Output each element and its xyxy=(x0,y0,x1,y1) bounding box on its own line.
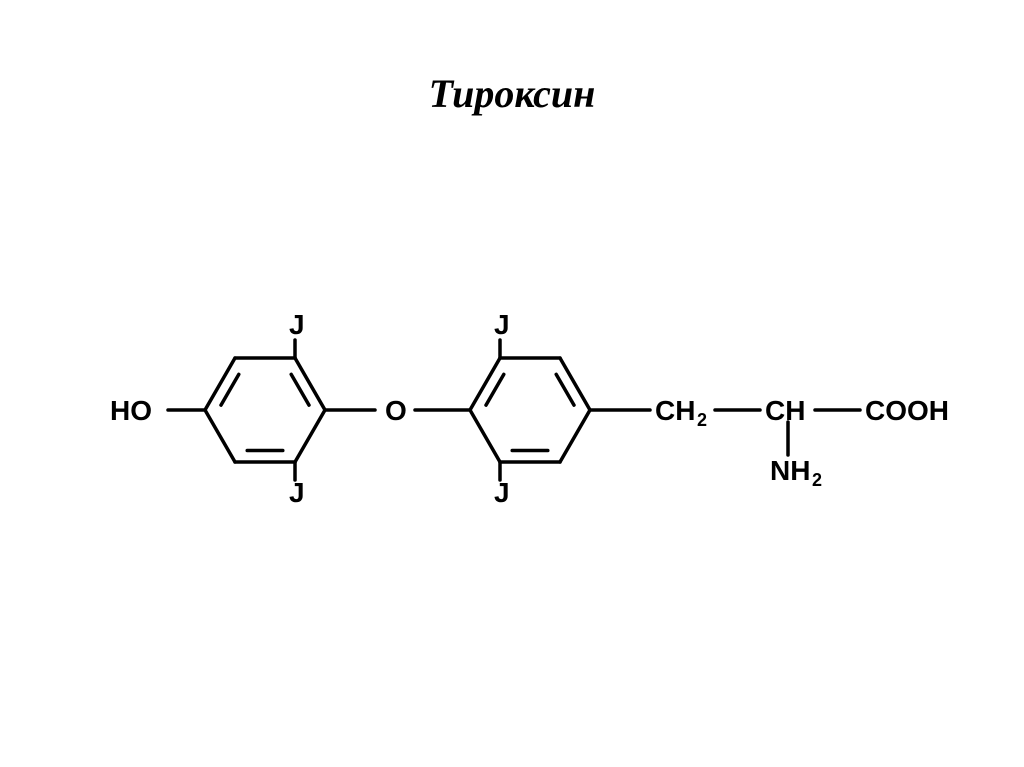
svg-text:NH: NH xyxy=(770,455,810,486)
svg-text:J: J xyxy=(289,309,305,340)
svg-text:J: J xyxy=(494,309,510,340)
svg-text:2: 2 xyxy=(697,410,707,430)
svg-text:CH: CH xyxy=(765,395,805,426)
chemical-structure: HOOJJJJCH2CHCOOHNH2 xyxy=(50,300,990,520)
svg-text:J: J xyxy=(494,477,510,508)
svg-text:HO: HO xyxy=(110,395,152,426)
svg-text:CH: CH xyxy=(655,395,695,426)
svg-text:O: O xyxy=(385,395,407,426)
svg-text:2: 2 xyxy=(812,470,822,490)
svg-text:J: J xyxy=(289,477,305,508)
structure-svg: HOOJJJJCH2CHCOOHNH2 xyxy=(50,300,990,520)
page-title: Тироксин xyxy=(0,70,1024,117)
svg-text:COOH: COOH xyxy=(865,395,949,426)
